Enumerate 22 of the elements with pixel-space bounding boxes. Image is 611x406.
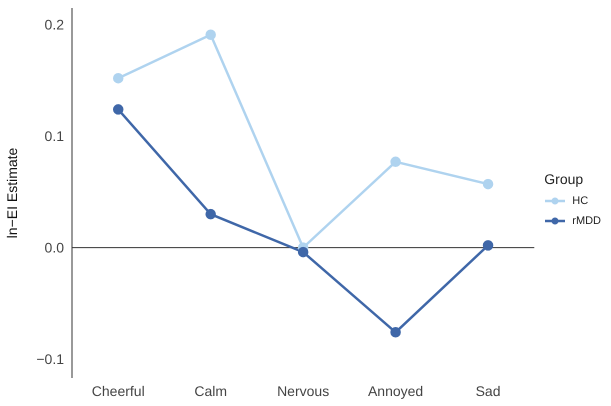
y-tick-label: 0.2 [44,16,64,33]
x-tick-label: Annoyed [368,382,424,399]
point [205,29,216,40]
point [298,246,308,258]
x-tick-label: Calm [194,382,228,399]
x-tick-label: Cheerful [92,382,145,399]
y-tick-label: 0.0 [44,240,64,256]
x-tick-label: Sad [476,382,501,399]
point [390,327,401,338]
point [205,208,216,220]
legend-label: rMDD [572,215,601,227]
point [112,72,124,84]
point [390,156,401,168]
y-tick-label: 0.1 [44,128,64,144]
point [112,104,124,115]
y-tick-label: −0.1 [36,351,64,368]
legend-title: Group [544,171,584,187]
legend-label: HC [572,195,588,207]
point [482,178,494,190]
point [482,240,494,251]
x-tick-label: Nervous [277,382,330,399]
y-axis-title: ln−EI Estimate [4,147,20,238]
